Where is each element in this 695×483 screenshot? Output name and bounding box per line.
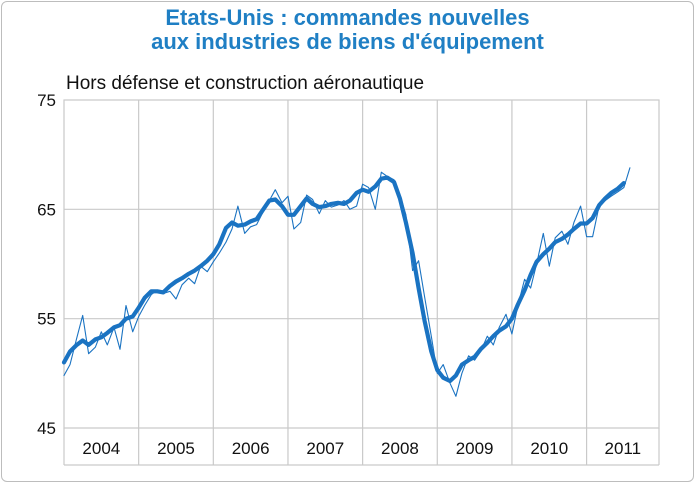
x-tick-label-2011: 2011 (605, 439, 642, 458)
x-tick-label-2010: 2010 (530, 439, 568, 458)
x-tick-label-2004: 2004 (82, 439, 120, 458)
x-tick-label-2007: 2007 (306, 439, 344, 458)
x-tick-label-2008: 2008 (381, 439, 419, 458)
chart-title-line-2: aux industries de biens d'équipement (151, 29, 544, 54)
y-tick-label-75: 75 (37, 91, 56, 110)
y-tick-label-55: 55 (37, 310, 56, 329)
chart-subtitle: Hors défense et construction aéronautiqu… (66, 73, 425, 94)
y-tick-label-65: 65 (37, 200, 56, 219)
y-tick-label-45: 45 (37, 419, 56, 438)
x-tick-label-2009: 2009 (456, 439, 494, 458)
chart-title-line-1: Etats-Unis : commandes nouvelles (165, 5, 530, 30)
x-tick-label-2005: 2005 (157, 439, 195, 458)
series-line-smoothed (61, 175, 627, 384)
x-tick-label-2006: 2006 (232, 439, 270, 458)
chart-title: Etats-Unis : commandes nouvelles aux ind… (0, 6, 695, 54)
plot-border (63, 99, 660, 429)
